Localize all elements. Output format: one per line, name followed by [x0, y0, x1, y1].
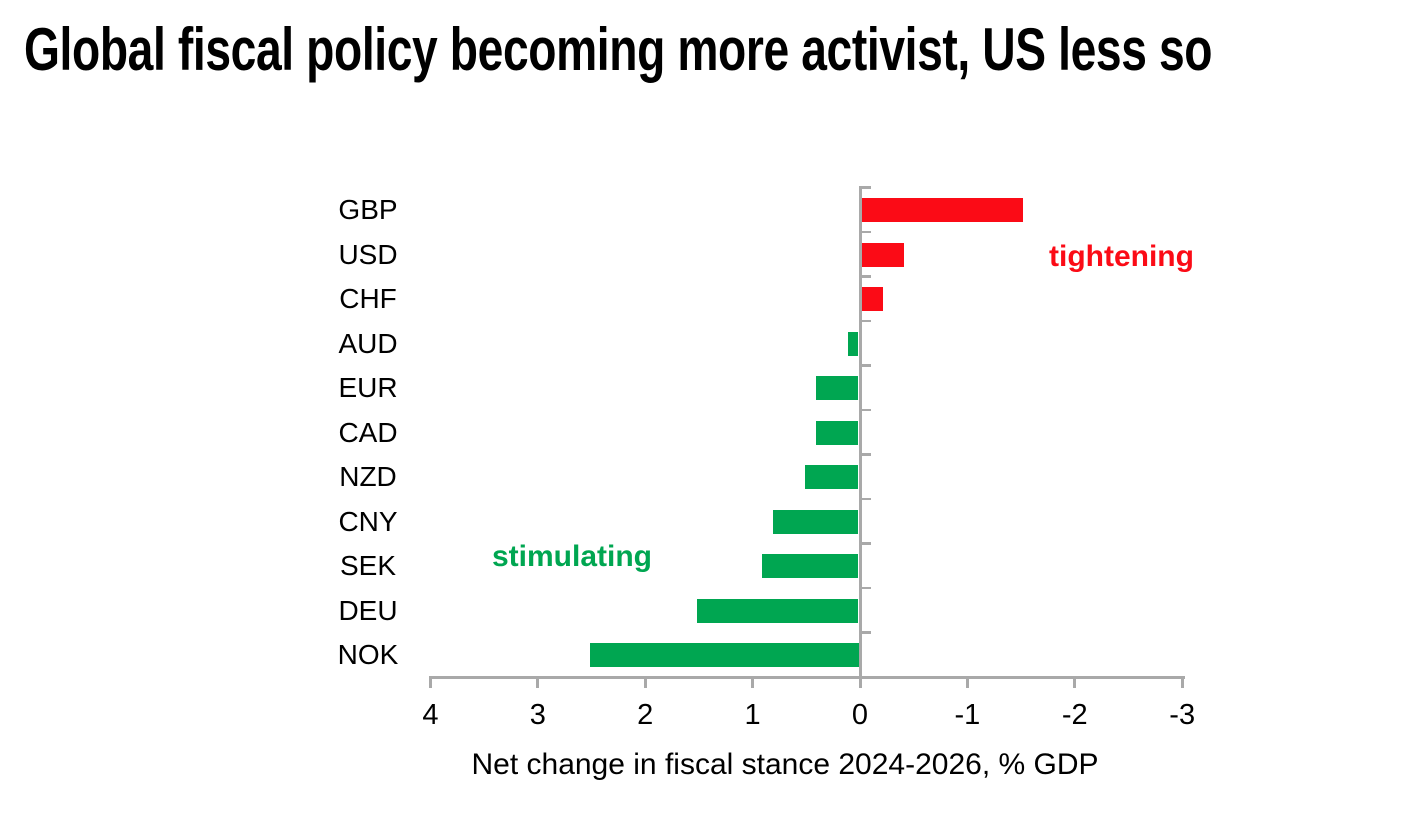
x-tick-label--3: -3	[1169, 699, 1196, 731]
x-tick-label--1: -1	[954, 699, 981, 731]
chart-title: Global fiscal policy becoming more activ…	[24, 16, 1213, 83]
x-axis-line	[429, 676, 1185, 679]
x-axis-tick	[536, 676, 540, 688]
x-axis-tick	[1073, 676, 1077, 688]
bar-chf	[861, 287, 883, 312]
zero-axis-tick	[861, 275, 871, 278]
bar-nok	[590, 643, 859, 668]
category-label-deu: DEU	[338, 594, 398, 626]
bar-eur	[815, 376, 859, 401]
category-label-aud: AUD	[338, 327, 398, 359]
zero-axis-tick	[861, 586, 871, 589]
category-label-usd: USD	[338, 238, 398, 270]
bar-cad	[815, 420, 859, 445]
zero-axis-tick	[861, 186, 871, 189]
annotation-stimulating: stimulating	[492, 540, 653, 573]
x-tick-label--2: -2	[1061, 699, 1088, 731]
bar-aud	[847, 331, 859, 356]
x-axis-tick	[858, 676, 862, 688]
zero-axis-tick	[861, 453, 871, 456]
category-label-eur: EUR	[338, 372, 398, 403]
x-axis-tick	[751, 676, 755, 688]
x-tick-label-1: 1	[744, 699, 761, 731]
zero-axis-tick	[861, 364, 871, 367]
zero-axis-tick	[861, 319, 871, 322]
x-axis-tick	[1180, 676, 1184, 688]
x-tick-label-0: 0	[851, 699, 869, 731]
zero-axis-tick	[861, 631, 871, 634]
x-axis-title: Net change in fiscal stance 2024-2026, %…	[471, 748, 1099, 781]
x-tick-label-2: 2	[637, 699, 654, 731]
category-label-nok: NOK	[337, 639, 399, 670]
annotation-tightening: tightening	[1049, 240, 1194, 273]
x-axis-tick	[428, 676, 432, 688]
category-label-gbp: GBP	[338, 194, 398, 225]
category-label-sek: SEK	[339, 550, 397, 581]
zero-axis-tick	[861, 497, 871, 500]
bar-cny	[772, 509, 859, 534]
category-label-cny: CNY	[338, 505, 398, 537]
zero-axis-tick	[861, 542, 871, 545]
bar-sek	[761, 554, 859, 579]
category-label-chf: CHF	[339, 283, 397, 314]
bar-gbp	[861, 198, 1023, 223]
zero-axis-tick	[861, 408, 871, 411]
x-tick-label-3: 3	[529, 699, 546, 731]
bar-nzd	[804, 465, 859, 490]
zero-axis-line	[858, 186, 862, 678]
category-label-nzd: NZD	[339, 461, 397, 492]
bar-deu	[697, 598, 859, 623]
zero-axis-tick	[861, 230, 871, 233]
x-tick-label-4: 4	[422, 699, 439, 731]
x-axis-tick	[643, 676, 647, 688]
category-label-cad: CAD	[338, 416, 398, 448]
bar-usd	[861, 242, 905, 267]
x-axis-tick	[965, 676, 969, 688]
